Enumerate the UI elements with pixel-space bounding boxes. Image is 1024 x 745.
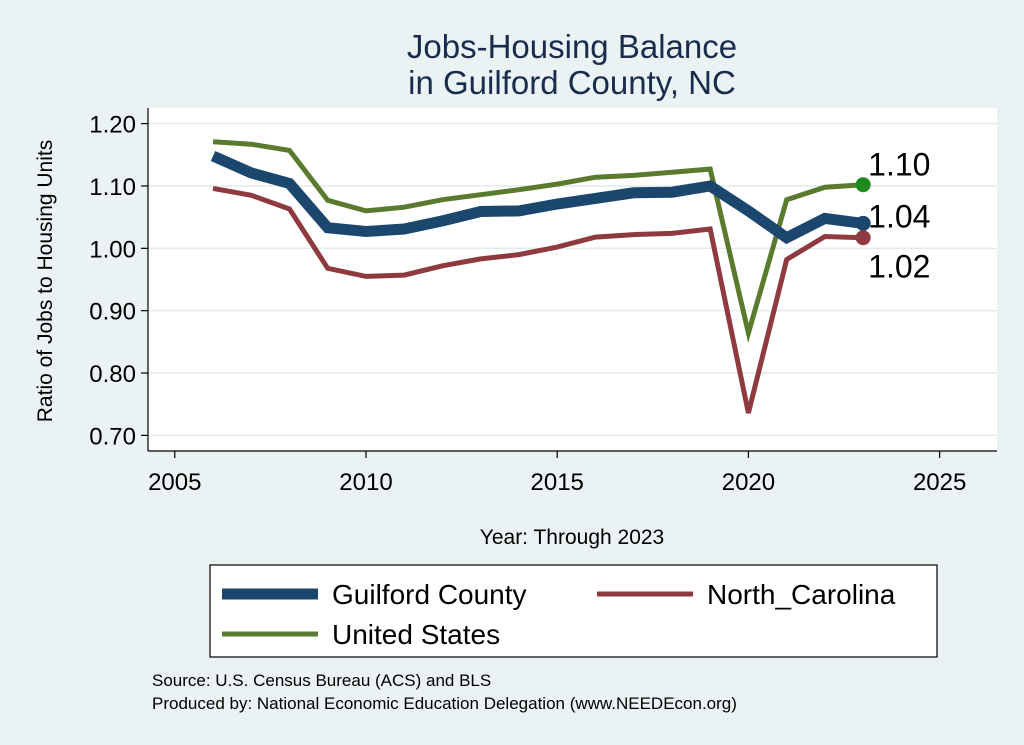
y-tick-label: 1.10: [89, 174, 136, 201]
series-line-united-states: [212, 139, 864, 344]
end-value-label: 1.10: [868, 147, 930, 183]
series-lines: [210, 139, 864, 414]
chart-title-line-1: Jobs-Housing Balance: [407, 28, 737, 65]
source-note: Source: U.S. Census Bureau (ACS) and BLS: [152, 671, 491, 690]
tick-labels: 0.70 0.80 0.90 1.00 1.10 1.20 2005 2010 2015 2020…: [89, 112, 966, 496]
legend-box: [209, 564, 938, 658]
y-tick-label: 0.90: [89, 299, 136, 326]
x-tick-label: 2010: [339, 469, 392, 496]
producer-note: Produced by: National Economic Education…: [152, 694, 737, 713]
end-labels: 1.04 1.02 1.10: [868, 147, 930, 285]
series-line-north-carolina: [212, 185, 864, 414]
plot-area: [148, 108, 997, 451]
x-tick-label: 2025: [913, 469, 966, 496]
end-value-label: 1.02: [868, 249, 930, 285]
chart-title-line-2: in Guilford County, NC: [408, 64, 736, 101]
y-axis-label: Ratio of Jobs to Housing Units: [34, 140, 57, 422]
y-tick-label: 1.00: [89, 236, 136, 263]
legend-label-guilford-county: Guilford County: [332, 579, 527, 610]
end-marker: [855, 215, 871, 231]
gridlines: [148, 122, 997, 437]
end-value-label: 1.04: [868, 198, 930, 234]
end-marker: [855, 177, 871, 193]
legend: Guilford County North_Carolina United St…: [209, 564, 938, 658]
legend-label-united-states: United States: [332, 619, 500, 650]
legend-label-north-carolina: North_Carolina: [707, 579, 896, 610]
series-line-guilford-county: [210, 150, 864, 245]
y-tick-label: 0.80: [89, 361, 136, 388]
end-markers: [855, 177, 871, 246]
y-tick-label: 0.70: [89, 423, 136, 450]
end-marker: [855, 230, 871, 246]
y-tick-label: 1.20: [89, 112, 136, 139]
x-tick-label: 2005: [148, 469, 201, 496]
x-tick-label: 2015: [531, 469, 584, 496]
x-axis-label: Year: Through 2023: [480, 526, 665, 549]
axes: [141, 108, 997, 458]
x-tick-label: 2020: [722, 469, 775, 496]
